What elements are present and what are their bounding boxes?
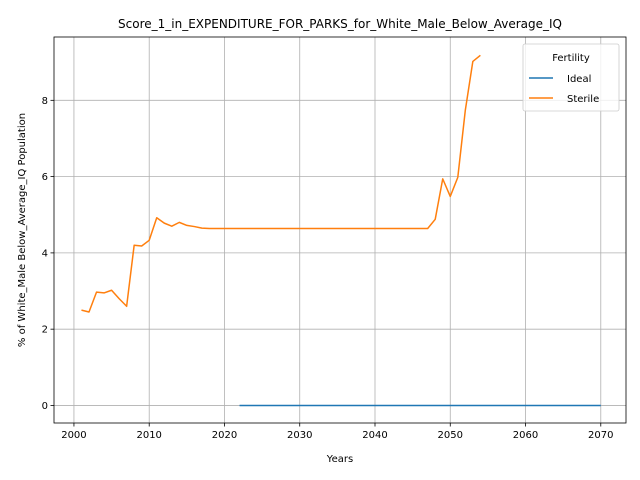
- legend-box: [522, 43, 620, 112]
- x-axis-ticks: 2000 2010 2020 2030 2040 2050 2060 2070: [61, 423, 614, 441]
- y-tick-label: 4: [42, 248, 48, 259]
- y-tick-label: 8: [42, 96, 48, 107]
- legend-label-ideal: Ideal: [567, 74, 591, 85]
- x-tick-label: 2010: [136, 430, 161, 441]
- y-tick-label: 2: [42, 325, 48, 336]
- y-axis-ticks: 0 2 4 6 8: [42, 96, 54, 412]
- legend: Fertility Ideal Sterile: [522, 43, 620, 112]
- legend-title: Fertility: [552, 53, 590, 64]
- x-tick-label: 2020: [212, 430, 237, 441]
- x-tick-label: 2070: [588, 430, 613, 441]
- x-tick-label: 2040: [362, 430, 387, 441]
- plot-frame: [53, 36, 627, 424]
- y-tick-label: 0: [42, 401, 48, 412]
- y-tick-label: 6: [42, 172, 48, 183]
- x-tick-label: 2000: [61, 430, 86, 441]
- x-tick-label: 2060: [513, 430, 538, 441]
- chart-title: Score_1_in_EXPENDITURE_FOR_PARKS_for_Whi…: [118, 17, 562, 31]
- series-line-sterile: [81, 54, 481, 313]
- x-tick-label: 2050: [438, 430, 463, 441]
- x-axis-label: Years: [326, 454, 353, 465]
- legend-label-sterile: Sterile: [567, 94, 599, 105]
- series-lines: [81, 54, 601, 407]
- x-tick-label: 2030: [287, 430, 312, 441]
- y-axis-label: % of White_Male Below_Average_IQ Populat…: [17, 113, 28, 347]
